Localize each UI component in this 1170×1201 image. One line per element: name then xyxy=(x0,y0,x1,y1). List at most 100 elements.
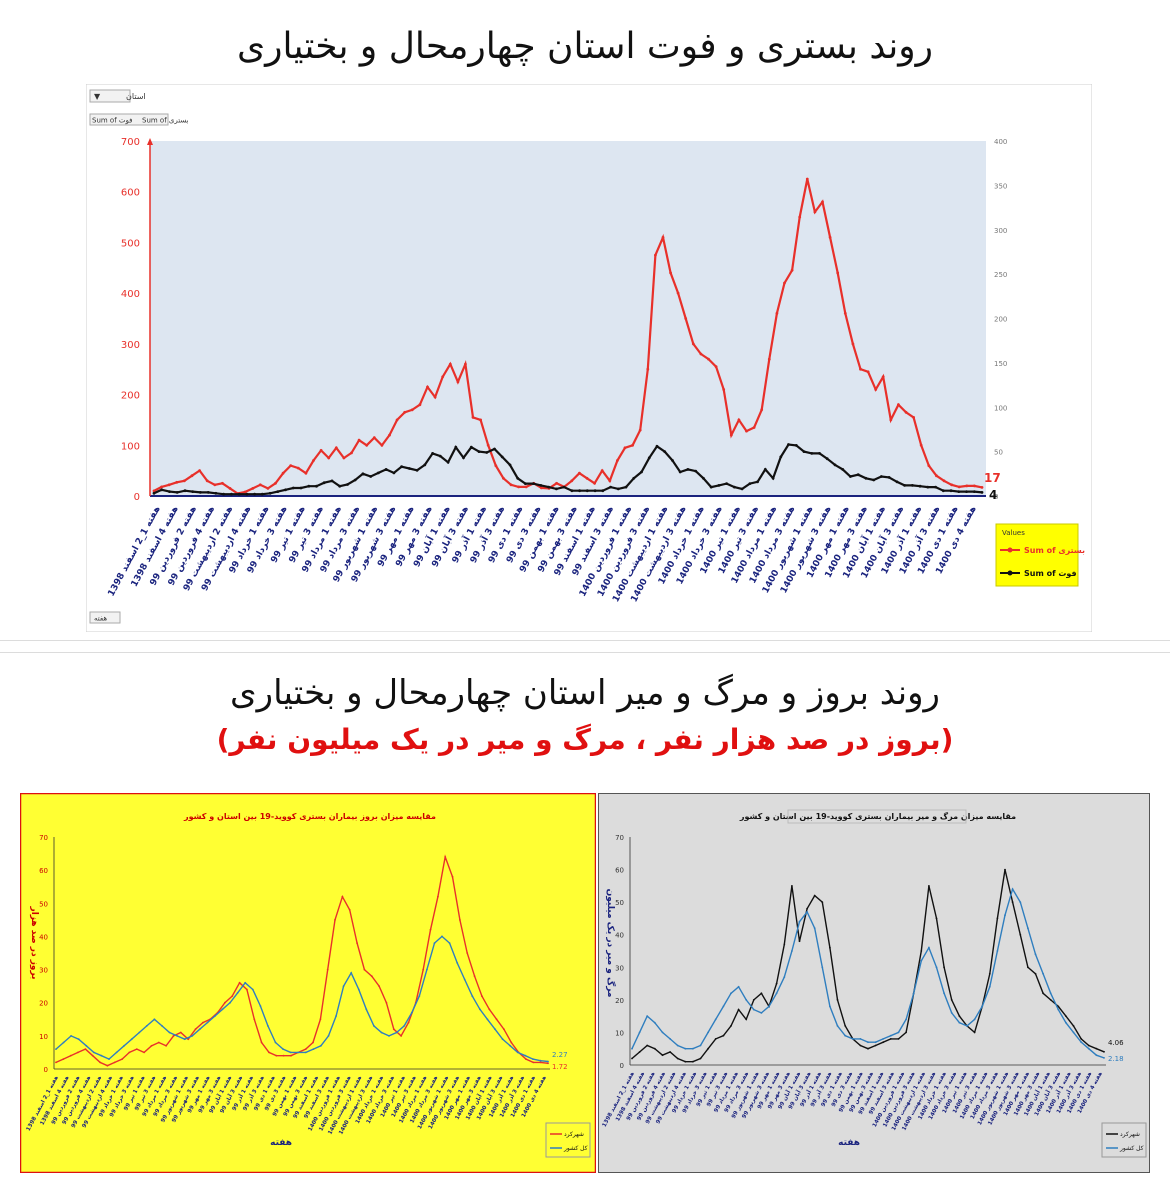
series-point xyxy=(488,1008,491,1011)
point-bastari xyxy=(380,443,384,447)
series-point xyxy=(429,928,432,931)
point-fot xyxy=(965,490,968,493)
series-point xyxy=(1004,914,1006,917)
series-point xyxy=(194,1028,197,1031)
series-point xyxy=(463,978,466,981)
point-bastari xyxy=(767,357,771,361)
y-tick-label: 30 xyxy=(39,967,48,975)
point-bastari xyxy=(851,342,855,346)
y-left-tick-label: 500 xyxy=(121,238,140,249)
y-tick-label: 30 xyxy=(615,964,624,972)
point-fot xyxy=(895,480,899,484)
incidence-xlabel: هفته xyxy=(270,1138,292,1148)
series-point xyxy=(187,1038,190,1041)
point-fot xyxy=(802,450,806,453)
province-filter-button[interactable] xyxy=(89,89,131,103)
point-fot xyxy=(446,460,450,464)
series-point xyxy=(473,975,476,978)
point-bastari xyxy=(927,464,931,467)
series-point xyxy=(897,1038,900,1040)
series-point xyxy=(289,1051,292,1054)
series-point xyxy=(722,1005,725,1008)
point-fot xyxy=(369,475,373,478)
series-point xyxy=(897,1031,900,1034)
series-point xyxy=(1103,1050,1105,1053)
series-point xyxy=(973,1031,976,1034)
series-point xyxy=(981,1005,984,1008)
y-tick-label: 60 xyxy=(39,867,48,875)
point-bastari xyxy=(874,388,878,391)
series-point xyxy=(836,1025,839,1027)
point-fot xyxy=(547,485,551,489)
point-bastari xyxy=(691,342,695,346)
series-point xyxy=(821,966,824,969)
point-bastari xyxy=(798,215,802,219)
series-point xyxy=(348,909,351,911)
incidence-y-axis: 0 10 20 30 40 50 60 70 xyxy=(39,834,550,1074)
y-tick-label: 0 xyxy=(620,1062,624,1070)
mortality-ylabel: مرگ و میر در یک میلیون xyxy=(605,889,617,998)
mortality-series-group xyxy=(631,868,1105,1063)
point-bastari xyxy=(676,291,680,295)
point-fot xyxy=(516,476,520,480)
y-right-axis: 0 50 100 150 200 250 300 350 400 xyxy=(994,138,1007,501)
point-bastari xyxy=(228,487,232,490)
series-point xyxy=(859,1038,862,1040)
series-point xyxy=(958,1015,961,1017)
point-bastari xyxy=(152,489,156,493)
series-point xyxy=(91,1054,94,1057)
point-bastari xyxy=(167,483,171,487)
series-point xyxy=(525,1058,527,1060)
point-fot xyxy=(291,486,295,490)
series-point xyxy=(246,988,248,991)
series-line xyxy=(55,935,549,1063)
point-bastari xyxy=(843,312,847,315)
point-fot xyxy=(555,487,558,491)
series-line xyxy=(55,854,549,1067)
point-fot xyxy=(462,456,465,460)
point-bastari xyxy=(342,456,346,460)
point-bastari xyxy=(319,449,323,452)
point-bastari xyxy=(456,380,460,384)
series-point xyxy=(829,1005,831,1008)
point-fot xyxy=(593,489,597,493)
point-bastari xyxy=(502,476,505,480)
point-bastari xyxy=(897,403,900,407)
series-point xyxy=(760,992,763,995)
incidence-legend: شهرکرد کل کشور xyxy=(545,1122,591,1158)
series-point xyxy=(798,940,801,943)
point-fot xyxy=(175,491,179,494)
point-bastari xyxy=(327,456,331,460)
point-fot xyxy=(918,484,922,488)
series-point xyxy=(920,950,923,952)
point-bastari xyxy=(175,480,179,484)
series-point xyxy=(77,1038,80,1041)
series-point xyxy=(996,950,999,952)
series-point xyxy=(373,1025,375,1027)
point-fot xyxy=(338,484,342,488)
incidence-series-group xyxy=(55,854,549,1067)
field-button-fot[interactable] xyxy=(89,113,169,126)
point-bastari xyxy=(350,451,353,455)
series-point xyxy=(669,1051,671,1053)
legend-label-bastari: Sum of بستری xyxy=(1024,546,1085,555)
point-fot xyxy=(539,484,543,487)
province-filter-label: استان xyxy=(126,92,146,101)
series-point xyxy=(867,1047,869,1050)
y-tick-label: 70 xyxy=(39,834,48,842)
series-point xyxy=(486,1018,489,1021)
series-point xyxy=(707,1047,709,1050)
week-field-button[interactable] xyxy=(89,611,121,624)
point-bastari xyxy=(198,469,201,472)
series-point xyxy=(1103,1057,1105,1059)
series-point xyxy=(1049,992,1052,995)
mortality-legend-city: شهرکرد xyxy=(1120,1131,1140,1138)
point-fot xyxy=(431,452,434,455)
point-fot xyxy=(160,488,164,492)
series-point xyxy=(737,985,740,988)
series-point xyxy=(441,935,443,938)
series-point xyxy=(874,1044,877,1047)
point-fot xyxy=(469,445,473,449)
series-point xyxy=(62,1058,65,1060)
incidence-end-label-city: 1.72 xyxy=(552,1063,568,1071)
